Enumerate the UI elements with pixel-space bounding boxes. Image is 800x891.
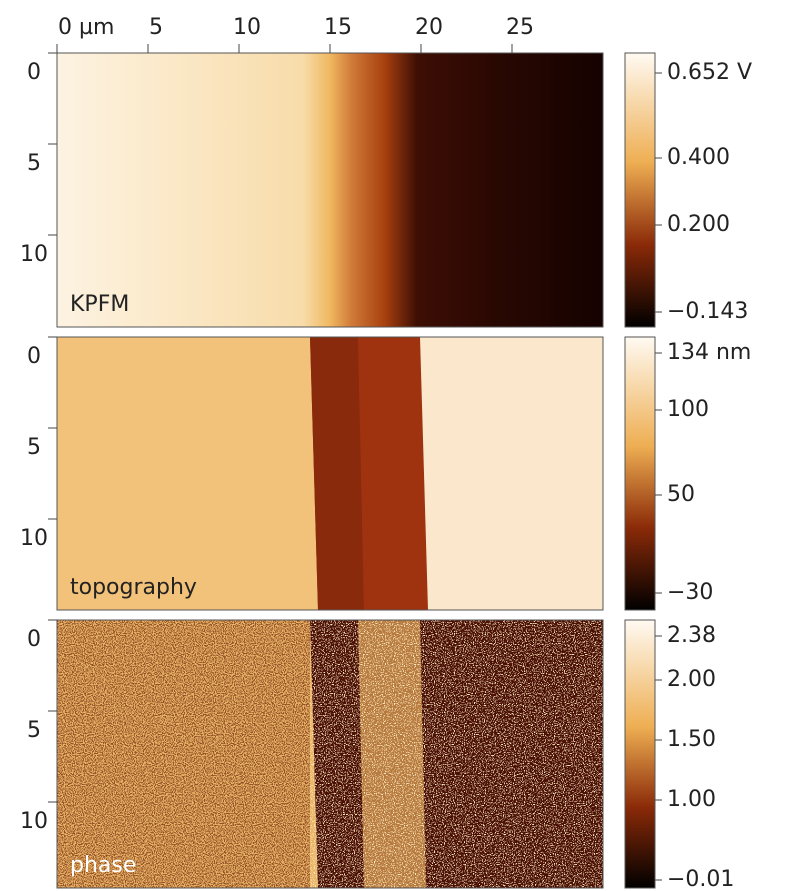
colorbar-label: 134 nm [667,340,751,365]
x-tick-label: 15 [324,15,352,40]
y-tick-label: 5 [27,435,41,460]
y-tick-label: 0 [27,344,41,369]
colorbar-label: 2.38 [667,623,716,648]
panel-frame [56,52,604,328]
y-tick-label: 0 [27,627,41,652]
y-tick-label: 5 [27,718,41,743]
x-tick-label: 20 [415,15,443,40]
colorbar-label: 0.652 V [667,60,752,85]
colorbar-label: −0.143 [667,299,748,324]
y-tick-label: 10 [20,242,48,267]
panel-frame [56,619,604,889]
x-tick-label: 25 [506,15,534,40]
panel-label: KPFM [70,292,129,317]
topography-band [310,337,364,610]
colorbar-label: −0.01 [667,867,734,891]
colorbar [624,52,656,328]
x-tick-label: 5 [149,15,163,40]
panel-frame [56,336,604,611]
colorbar-label: 100 [667,397,709,422]
colorbar [624,336,656,611]
y-tick-label: 10 [20,526,48,551]
colorbar-label: 1.50 [667,727,716,752]
panel-label: topography [70,575,197,600]
x-tick-label: 10 [233,15,261,40]
panel-label: phase [70,853,136,878]
colorbar-label: 2.00 [667,667,716,692]
y-tick-label: 0 [27,60,41,85]
colorbar-label: −30 [667,580,713,605]
colorbar [624,619,656,889]
phase-speckle [57,620,310,888]
topography-region [420,337,603,610]
panel-images [57,53,603,888]
y-tick-label: 10 [20,809,48,834]
y-tick-label: 5 [27,151,41,176]
x-tick-label: 0 µm [58,15,114,40]
kpfm-image [57,53,603,327]
colorbar-label: 50 [667,482,695,507]
colorbar-label: 0.400 [667,145,730,170]
colorbar-label: 1.00 [667,787,716,812]
colorbar-label: 0.200 [667,212,730,237]
phase-speckle [310,620,603,888]
